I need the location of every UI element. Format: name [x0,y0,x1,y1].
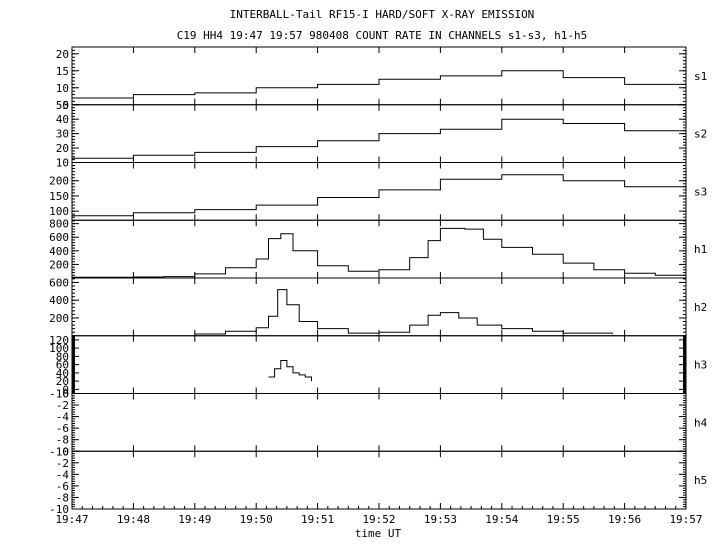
panel-label-s2: s2 [694,128,707,141]
series-s2 [72,118,687,159]
y-tick-label: 80 [56,350,69,363]
y-tick-label: 0 [62,383,69,396]
y-tick-label: -2 [56,399,69,412]
panel-label-h2: h2 [694,301,707,314]
series-h3 [268,360,312,382]
y-tick-label: 10 [56,157,69,170]
x-tick-label: 19:51 [301,513,334,526]
x-tick-label: 19:55 [547,513,580,526]
panel-label-h4: h4 [694,416,708,429]
y-tick-label: 40 [56,113,69,126]
x-axis-label: time UT [355,527,402,540]
y-tick-label: 20 [56,48,69,61]
panel-label-s1: s1 [694,70,707,83]
y-tick-label: 100 [49,342,69,355]
y-tick-label: 200 [49,175,69,188]
y-tick-label: 60 [56,359,69,372]
y-tick-label: 20 [56,375,69,388]
panel-h2: 200 400 600 h2 [49,276,707,337]
x-tick-label: 19:52 [362,513,395,526]
y-tick-label: 800 [49,218,69,231]
panel-label-h5: h5 [694,474,707,487]
chart-title: INTERBALL-Tail RF15-I HARD/SOFT X-RAY EM… [230,8,535,21]
y-tick-label: 20 [56,142,69,155]
panel-label-h3: h3 [694,359,707,372]
y-tick-label: -10 [49,503,69,516]
x-tick-label: 19:54 [485,513,518,526]
y-tick-label: 200 [49,312,69,325]
y-tick-label: 30 [56,128,69,141]
x-tick-label: 19:50 [240,513,273,526]
y-tick-label: 120 [49,334,69,347]
x-axis-ticks: 19:47 19:48 19:49 19:50 19:51 19:52 19:53 19:54… [55,47,703,526]
y-tick-label: 15 [56,65,69,78]
x-tick-label: 19:47 [55,513,88,526]
y-tick-label: 400 [49,245,69,258]
y-tick-label: -6 [56,422,69,435]
series-h2 [194,289,613,335]
y-tick-label: -8 [56,491,69,504]
y-tick-label: 600 [49,276,69,289]
y-tick-label: 0 [62,388,69,401]
y-tick-label: 600 [49,231,69,244]
y-tick-label: 150 [49,190,69,203]
series-s3 [72,174,687,217]
x-tick-label: 19:49 [178,513,211,526]
panel-s1: 5 10 15 20 s1 [56,46,707,112]
y-tick-label: -2 [56,457,69,470]
y-tick-label: -6 [56,480,69,493]
panel-label-h1: h1 [694,243,707,256]
series-s1 [72,70,687,99]
y-tick-label: 400 [49,294,69,307]
y-tick-label: 100 [49,205,69,218]
y-tick-label: -10 [49,388,69,401]
x-tick-label: 19:48 [117,513,150,526]
y-tick-label: -4 [56,468,70,481]
panel-label-s3: s3 [694,185,707,198]
chart-subtitle: C19 HH4 19:47 19:57 980408 COUNT RATE IN… [177,29,588,42]
y-tick-label: -10 [49,445,69,458]
panel-frame-h5 [71,450,687,510]
panel-frame-h4 [71,393,687,452]
y-tick-label: 0 [62,445,69,458]
y-tick-label: 50 [56,99,69,112]
panels: 5101520s11020304050s2100150200s320040060… [49,46,708,516]
series-h1 [72,227,687,278]
panel-frame-h2 [71,277,687,337]
panel-frame-s1 [71,46,687,106]
x-tick-label: 19:56 [608,513,641,526]
x-tick-label: 19:57 [669,513,702,526]
y-tick-label: 5 [62,99,69,112]
y-tick-label: -4 [56,411,70,424]
panel-frame-h3 [71,335,687,394]
y-tick-label: -8 [56,434,69,447]
x-tick-label: 19:53 [424,513,457,526]
y-tick-label: 10 [56,82,69,95]
y-tick-label: 200 [49,258,69,271]
panel-s3: 100 150 200 s3 [49,162,707,221]
y-tick-label: 40 [56,367,69,380]
